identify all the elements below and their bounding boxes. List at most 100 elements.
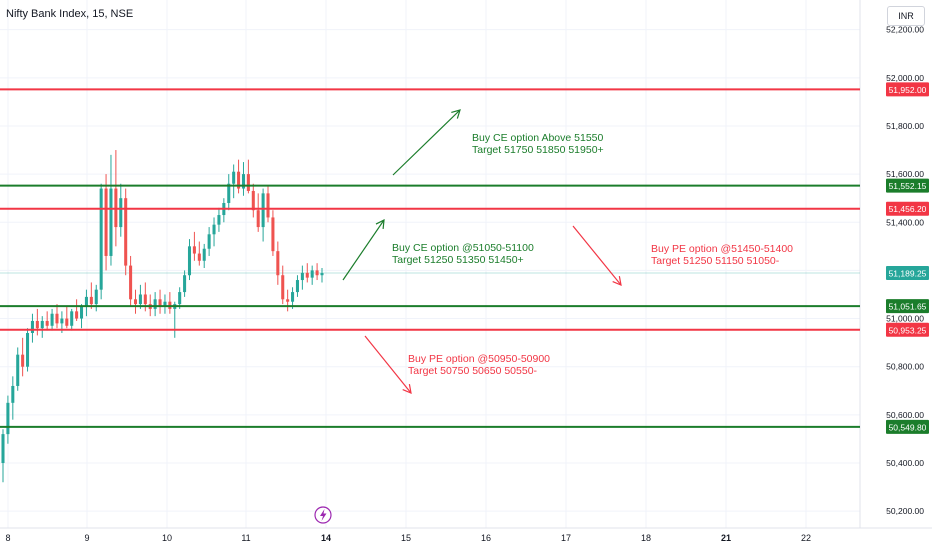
candle xyxy=(202,243,206,268)
candle-body xyxy=(217,215,221,225)
candle-body xyxy=(30,320,34,333)
annotation-text: Buy PE option @51450-51400 xyxy=(651,243,793,255)
candle-body xyxy=(227,183,231,203)
candle xyxy=(75,299,79,321)
x-tick-label: 9 xyxy=(84,533,89,543)
candle-body xyxy=(261,193,265,228)
candle-body xyxy=(310,270,314,278)
candle xyxy=(207,227,211,256)
candle-body xyxy=(202,248,206,261)
candle xyxy=(271,210,275,256)
candle xyxy=(256,193,260,232)
level-price-label-bg xyxy=(886,178,929,193)
annotation-arrow xyxy=(572,225,622,286)
candle-body xyxy=(26,333,30,367)
level-price-label-bg xyxy=(886,322,929,337)
candle-body xyxy=(143,294,147,305)
candle xyxy=(40,316,44,338)
level-price-label: 50,953.25 xyxy=(889,325,927,335)
candle xyxy=(129,255,133,307)
candle-body xyxy=(246,174,250,191)
candle xyxy=(30,313,34,343)
candle-body xyxy=(84,296,88,307)
candle xyxy=(114,150,118,247)
candle xyxy=(11,376,15,420)
candle-body xyxy=(75,311,79,319)
candle-body xyxy=(6,402,10,435)
candle-body xyxy=(124,198,128,266)
annotation-text: Buy PE option @50950-50900 xyxy=(408,353,550,365)
candle-body xyxy=(153,299,157,309)
candle-body xyxy=(11,385,15,403)
level-price-label: 51,456.20 xyxy=(889,204,927,214)
y-tick-label: 51,600.00 xyxy=(886,169,924,179)
candle-body xyxy=(300,272,304,281)
x-tick-label: 16 xyxy=(481,533,491,543)
candle xyxy=(163,294,167,314)
x-tick-label: 18 xyxy=(641,533,651,543)
y-tick-label: 52,000.00 xyxy=(886,73,924,83)
candle xyxy=(124,188,128,276)
candle xyxy=(99,183,103,300)
current-price-label-bg xyxy=(886,265,929,280)
annotation-text: Target 51250 51350 51450+ xyxy=(392,254,524,266)
level-price-label-bg xyxy=(886,419,929,434)
y-tick-label: 50,200.00 xyxy=(886,506,924,516)
candle xyxy=(261,188,265,242)
candle xyxy=(168,292,172,314)
candle xyxy=(104,174,108,271)
candle xyxy=(89,282,93,309)
y-tick-label: 50,400.00 xyxy=(886,458,924,468)
candle-body xyxy=(21,354,25,367)
annotation-text: Buy CE option @51050-51100 xyxy=(392,242,534,254)
currency-selector[interactable]: INR xyxy=(887,6,925,26)
candle xyxy=(65,306,69,329)
current-price-label: 51,189.25 xyxy=(889,268,927,278)
candle xyxy=(286,289,290,312)
candle-body xyxy=(212,224,216,235)
annotation-text: Buy CE option Above 51550 xyxy=(472,132,604,144)
candle xyxy=(26,328,30,372)
candle xyxy=(300,265,304,290)
x-tick-label: 14 xyxy=(321,533,331,543)
candle-body xyxy=(158,299,162,307)
candle-body xyxy=(129,265,133,300)
candle xyxy=(212,217,216,247)
level-price-label: 51,051.65 xyxy=(889,302,927,312)
candle-body xyxy=(133,299,138,305)
candle-body xyxy=(286,299,290,302)
candle-body xyxy=(187,246,192,276)
arrow-head xyxy=(402,384,412,394)
arrow-shaft xyxy=(572,225,622,286)
candle-body xyxy=(291,292,295,302)
candle xyxy=(35,308,39,336)
candle xyxy=(276,241,280,285)
level-price-label-bg xyxy=(886,299,929,314)
arrow-shaft xyxy=(364,335,412,394)
candle xyxy=(251,183,255,218)
event-marker-icon[interactable] xyxy=(314,506,332,524)
x-tick-label: 11 xyxy=(241,533,250,543)
candle-body xyxy=(315,270,319,276)
candle xyxy=(94,284,98,312)
candle-body xyxy=(104,188,108,256)
arrow-head xyxy=(375,218,385,230)
annotation-text: Target 51250 51150 51050- xyxy=(651,255,780,267)
candle xyxy=(50,308,54,331)
x-tick-label: 21 xyxy=(721,533,731,543)
candle-body xyxy=(271,217,275,252)
candle xyxy=(187,239,192,281)
candle xyxy=(246,159,250,194)
candle-body xyxy=(70,311,74,326)
candle-body xyxy=(178,292,182,305)
candle-body xyxy=(305,272,309,278)
candle xyxy=(80,304,84,329)
candle-body xyxy=(192,246,196,254)
candle-body xyxy=(40,320,44,329)
x-tick-label: 15 xyxy=(401,533,411,543)
candle-body xyxy=(65,318,69,326)
candle xyxy=(6,395,10,444)
candle xyxy=(222,198,226,223)
arrow-shaft xyxy=(342,219,385,281)
